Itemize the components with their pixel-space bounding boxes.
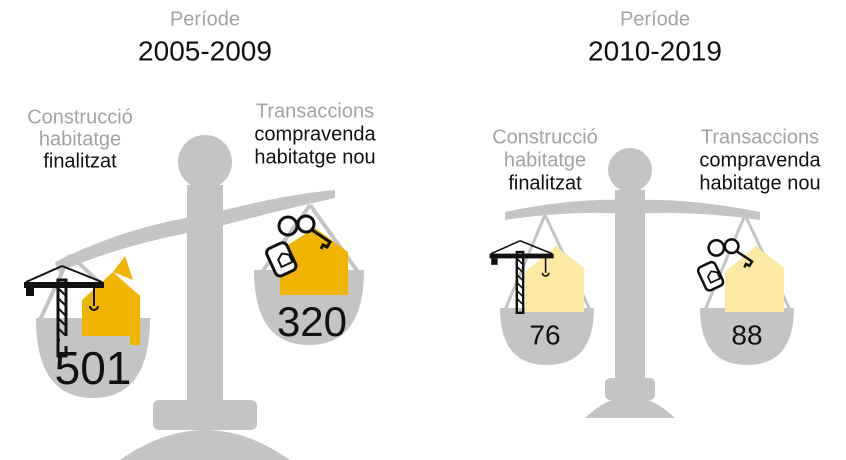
value: 320 <box>277 298 347 345</box>
label-line: Construcció <box>492 126 598 148</box>
panel: Període 2005-2009 501 320 Construcció ha… <box>24 8 376 460</box>
infographic: Període 2005-2009 501 320 Construcció ha… <box>0 0 846 460</box>
label-line: habitatge nou <box>699 172 820 194</box>
label-line: Construcció <box>27 106 133 128</box>
label-line: Transaccions <box>256 100 374 122</box>
label-line: compravenda <box>699 149 821 171</box>
label-line: habitatge <box>39 128 121 150</box>
label-line: Transaccions <box>701 126 819 148</box>
value: 501 <box>55 342 132 394</box>
label-line: habitatge nou <box>254 146 375 168</box>
period-label: Període <box>620 8 690 30</box>
period: 2010-2019 <box>588 35 722 66</box>
period: 2005-2009 <box>138 35 272 66</box>
label-line: finalitzat <box>508 172 582 194</box>
value: 76 <box>529 319 560 350</box>
label-line: compravenda <box>254 123 376 145</box>
period-label: Període <box>170 8 240 30</box>
label-line: finalitzat <box>43 150 117 172</box>
label-line: habitatge <box>504 149 586 171</box>
panel: Període 2010-2019 76 88 Construcció habi… <box>490 8 822 418</box>
value: 88 <box>731 319 762 350</box>
